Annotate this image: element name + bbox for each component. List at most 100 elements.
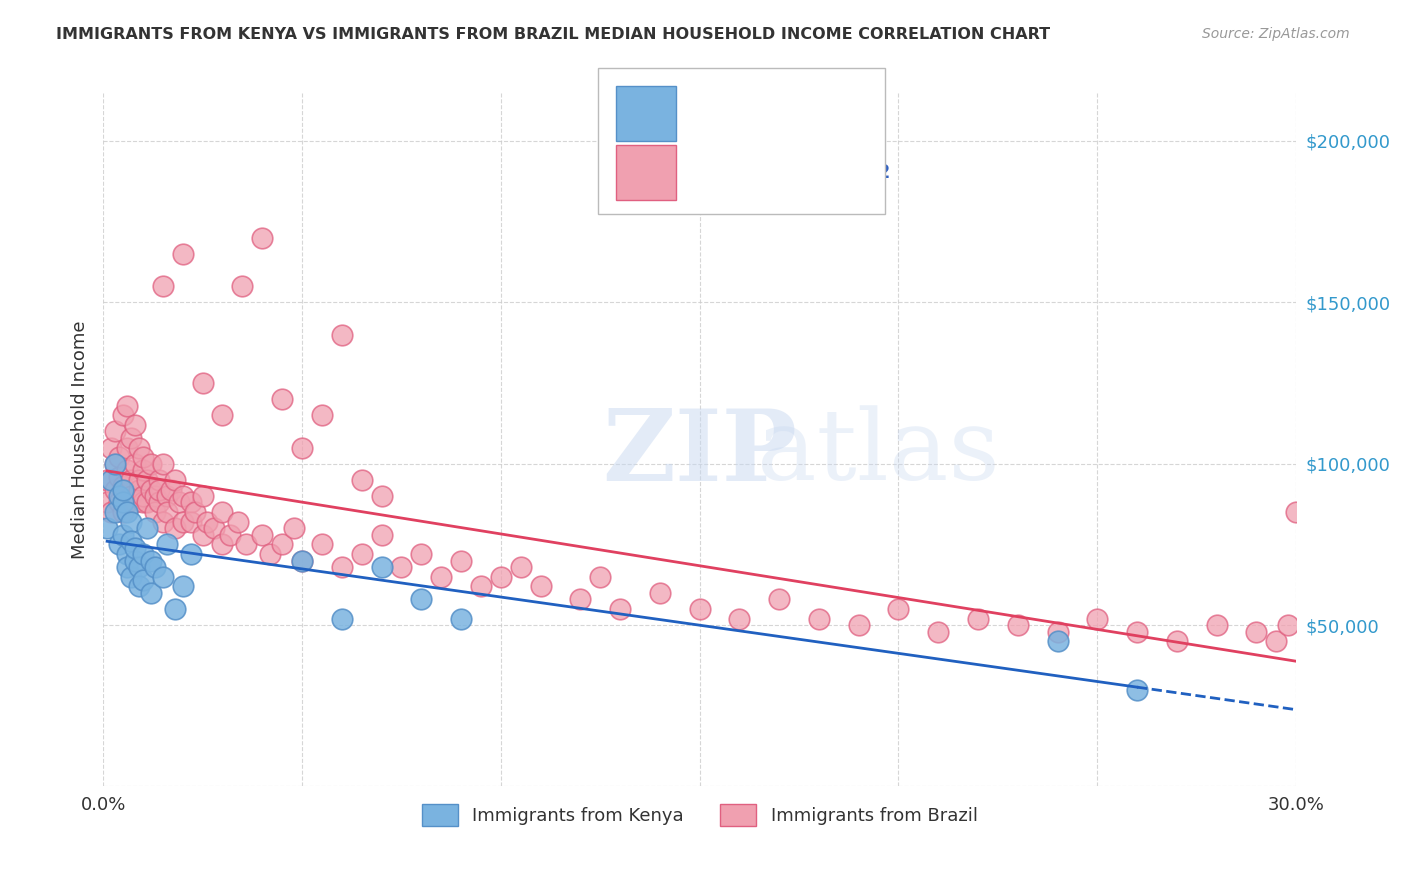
Point bbox=[259, 547, 281, 561]
Point bbox=[967, 612, 990, 626]
Point bbox=[124, 495, 146, 509]
Point bbox=[115, 463, 138, 477]
Point bbox=[1007, 618, 1029, 632]
Point bbox=[156, 537, 179, 551]
Point bbox=[120, 570, 142, 584]
Point bbox=[271, 392, 294, 407]
Text: ZIP: ZIP bbox=[602, 405, 797, 502]
Point bbox=[1265, 634, 1288, 648]
Point bbox=[111, 505, 134, 519]
FancyBboxPatch shape bbox=[616, 86, 676, 141]
Legend: Immigrants from Kenya, Immigrants from Brazil: Immigrants from Kenya, Immigrants from B… bbox=[415, 797, 984, 833]
Point bbox=[167, 495, 190, 509]
Point bbox=[231, 279, 253, 293]
Point bbox=[1285, 505, 1308, 519]
Text: Source: ZipAtlas.com: Source: ZipAtlas.com bbox=[1202, 27, 1350, 41]
Point bbox=[195, 515, 218, 529]
Point bbox=[1046, 634, 1069, 648]
Point bbox=[115, 505, 138, 519]
Point bbox=[450, 612, 472, 626]
Point bbox=[111, 527, 134, 541]
Point bbox=[219, 527, 242, 541]
Point bbox=[450, 553, 472, 567]
Point bbox=[143, 489, 166, 503]
Point bbox=[108, 495, 131, 509]
Point bbox=[128, 560, 150, 574]
Point bbox=[228, 515, 250, 529]
Point bbox=[1166, 634, 1188, 648]
Point bbox=[311, 537, 333, 551]
Point bbox=[180, 515, 202, 529]
Point bbox=[115, 547, 138, 561]
Point bbox=[104, 505, 127, 519]
Point bbox=[1085, 612, 1108, 626]
Point bbox=[768, 592, 790, 607]
Point bbox=[489, 570, 512, 584]
Point bbox=[139, 553, 162, 567]
Point bbox=[128, 473, 150, 487]
Point bbox=[104, 457, 127, 471]
Point bbox=[124, 417, 146, 432]
Point bbox=[104, 425, 127, 439]
Point bbox=[132, 463, 155, 477]
FancyBboxPatch shape bbox=[616, 145, 676, 200]
Point bbox=[389, 560, 412, 574]
Point bbox=[111, 479, 134, 493]
Point bbox=[211, 409, 233, 423]
Point bbox=[1126, 624, 1149, 639]
Point bbox=[370, 560, 392, 574]
Point bbox=[100, 441, 122, 455]
Point bbox=[104, 483, 127, 497]
Point bbox=[370, 489, 392, 503]
Point bbox=[848, 618, 870, 632]
Point bbox=[159, 483, 181, 497]
Point bbox=[128, 483, 150, 497]
Point bbox=[172, 247, 194, 261]
Point bbox=[132, 489, 155, 503]
Point bbox=[250, 527, 273, 541]
Point bbox=[1277, 618, 1299, 632]
Point bbox=[115, 495, 138, 509]
Text: R = -0.426: R = -0.426 bbox=[688, 163, 789, 182]
Point bbox=[104, 457, 127, 471]
Point bbox=[283, 521, 305, 535]
Point bbox=[183, 505, 205, 519]
Point bbox=[111, 483, 134, 497]
Point bbox=[148, 473, 170, 487]
Point bbox=[569, 592, 592, 607]
Text: IMMIGRANTS FROM KENYA VS IMMIGRANTS FROM BRAZIL MEDIAN HOUSEHOLD INCOME CORRELAT: IMMIGRANTS FROM KENYA VS IMMIGRANTS FROM… bbox=[56, 27, 1050, 42]
Point bbox=[163, 602, 186, 616]
Point bbox=[330, 560, 353, 574]
Point bbox=[291, 553, 314, 567]
Point bbox=[887, 602, 910, 616]
Point bbox=[529, 579, 551, 593]
Point bbox=[100, 505, 122, 519]
Point bbox=[128, 441, 150, 455]
Point bbox=[111, 495, 134, 509]
Y-axis label: Median Household Income: Median Household Income bbox=[72, 320, 89, 558]
Point bbox=[370, 527, 392, 541]
Point bbox=[152, 515, 174, 529]
Point bbox=[111, 409, 134, 423]
Point bbox=[291, 441, 314, 455]
Text: N = 112: N = 112 bbox=[807, 163, 890, 182]
Point bbox=[135, 473, 157, 487]
Point bbox=[152, 570, 174, 584]
Point bbox=[163, 521, 186, 535]
Point bbox=[330, 327, 353, 342]
Point bbox=[271, 537, 294, 551]
Point bbox=[115, 399, 138, 413]
Point bbox=[235, 537, 257, 551]
Point bbox=[96, 521, 118, 535]
Point bbox=[411, 592, 433, 607]
Point bbox=[470, 579, 492, 593]
Point bbox=[1205, 618, 1227, 632]
Text: N = 37: N = 37 bbox=[807, 103, 877, 123]
Point bbox=[132, 573, 155, 587]
Point bbox=[291, 553, 314, 567]
Point bbox=[411, 547, 433, 561]
Point bbox=[124, 457, 146, 471]
Point bbox=[108, 489, 131, 503]
Point bbox=[108, 450, 131, 465]
Point bbox=[115, 441, 138, 455]
